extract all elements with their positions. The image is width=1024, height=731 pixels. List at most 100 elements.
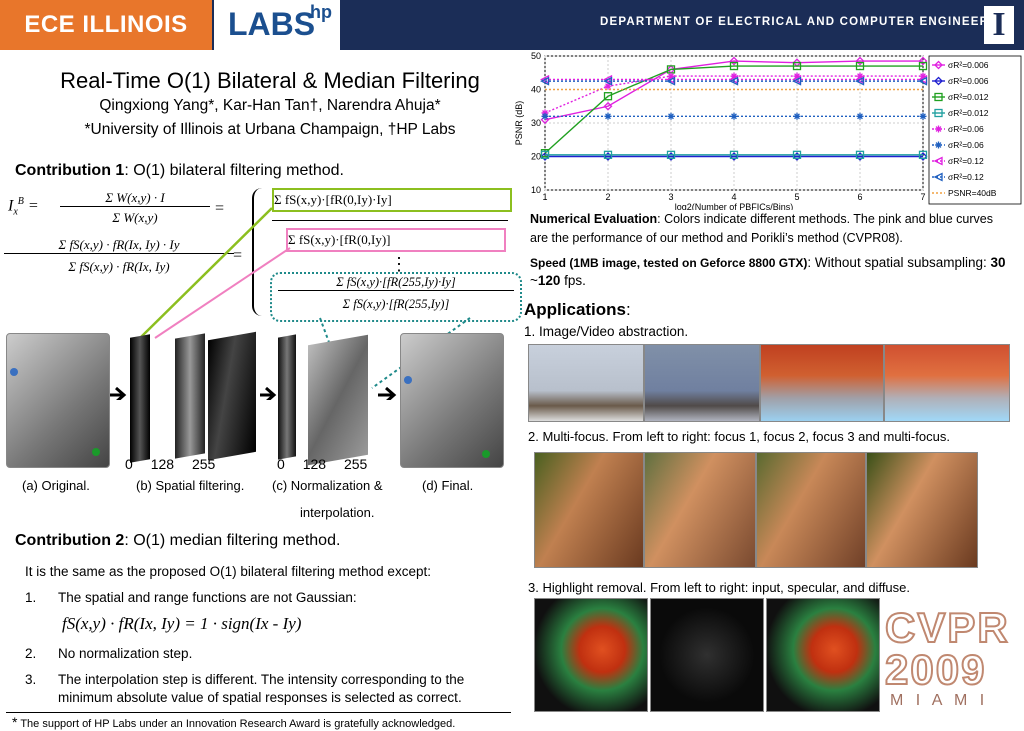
department-name: DEPARTMENT OF ELECTRICAL AND COMPUTER EN… [600,16,1014,28]
speed-max: 120 [537,273,561,288]
affiliation: *University of Illinois at Urbana Champa… [84,121,456,138]
numerical-evaluation-label: Numerical Evaluation [530,212,658,226]
teal-dotted-box [270,272,522,322]
data-point [855,61,865,71]
green-box-numerator: Σ fS(x,y)·[fR(0,Iy)·Iy] [272,188,512,212]
data-point [540,76,550,86]
c2-item-3-num: 3. [25,672,37,687]
data-point [667,72,675,80]
data-point [793,72,801,80]
tick-labels-1: 0 128 255 [125,456,216,472]
data-point [666,76,676,86]
x-tick-label: 3 [668,192,673,202]
x-tick-label: 5 [794,192,799,202]
y-tick-label: 30 [531,118,541,128]
multifocus-image-2 [644,452,756,568]
formula-eq1: = [214,200,225,217]
data-point [856,112,864,120]
speed-text: Speed (1MB image, tested on Geforce 8800… [530,254,1020,290]
data-point [730,112,738,120]
spatial-slice-3 [208,331,256,461]
legend-marker [933,172,943,182]
data-point [603,92,613,101]
data-point [856,72,864,80]
abstraction-image-3 [760,344,884,422]
x-tick-label: 4 [731,192,736,202]
series-line [544,60,923,121]
teal-box-denominator: Σ fS(x,y)·[fR(255,Iy)] [342,297,450,311]
formula-eq2: = [232,247,243,264]
legend-label: PSNR=40dB [948,188,997,198]
multifocus-image-1 [534,452,644,568]
hp-labs-logo: LABS hp [214,0,340,50]
footnote-text: The support of HP Labs under an Innovati… [20,718,456,730]
formula-brace [252,188,268,316]
data-point [603,101,613,111]
data-point [855,56,865,66]
cvpr-logo-line1: CVPR [884,603,1010,652]
green-marker-dot-final [482,450,490,458]
pink-box-denominator: Σ fS(x,y)·[fR(0,Iy)] [286,228,506,252]
blue-marker-dot [10,368,18,376]
caption-spatial: (b) Spatial filtering. [136,478,245,493]
arrow-3-icon [378,386,397,400]
speed-unit: fps. [560,273,586,288]
data-point [667,112,675,120]
pink-connector [154,247,291,339]
arrow-1-icon [108,386,127,400]
applications-heading: Applications: [524,300,631,320]
application-1: 1. Image/Video abstraction. [524,324,689,339]
contribution-2-heading: Contribution 2: O(1) median filtering me… [15,532,340,550]
legend-marker [934,76,943,86]
data-point [666,150,676,159]
applications-colon: : [626,300,631,319]
tick-labels-2: 0 128 255 [277,456,368,472]
legend-label: σR²=0.06 [948,124,984,134]
c2-item-3-text: The interpolation step is different. The… [58,672,465,687]
data-point [603,76,613,86]
contribution-2-label: Contribution 2 [15,532,125,549]
illinois-block-i-logo: I [984,6,1014,44]
data-point [792,76,802,86]
caption-original: (a) Original. [22,478,90,493]
legend-marker [934,60,943,70]
data-point [792,61,802,71]
y-tick-label: 40 [531,85,541,95]
abstraction-image-1 [528,344,644,422]
data-point [604,82,612,90]
formula-dots: ⋮ [390,254,408,274]
multifocus-image-3 [756,452,866,568]
c2-item-1-num: 1. [25,590,37,605]
contribution-1-text: : O(1) bilateral filtering method. [124,162,344,179]
contribution-1-label: Contribution 1 [15,162,125,179]
data-point [919,72,927,80]
x-axis-label: log2(Number of PBFICs/Bins) [675,202,794,210]
legend-marker [933,156,943,166]
speed-rest: : Without spatial subsampling: [807,255,991,270]
formula-num2: Σ fS(x,y) · fR(Ix, Iy) · Iy [4,237,234,254]
footnote: * The support of HP Labs under an Innova… [12,714,455,730]
abstraction-image-2 [644,344,760,422]
green-connector [139,207,273,339]
labs-word: LABS [228,6,316,42]
data-point [793,112,801,120]
series-line [544,65,923,154]
blue-marker-dot-final [404,376,412,384]
legend-label: σR²=0.12 [948,172,984,182]
y-axis-label: PSNR (dB) [514,101,524,146]
legend-label: σR²=0.006 [948,76,989,86]
data-point [855,150,865,159]
data-point [540,150,550,159]
data-point [730,72,738,80]
data-point [918,150,928,159]
legend-marker [934,108,943,118]
x-tick-label: 7 [920,192,925,202]
data-point [919,112,927,120]
data-point [729,61,739,71]
data-point [603,150,613,159]
c2-item-3-cont: minimum absolute value of spatial respon… [58,690,462,705]
green-marker-dot [92,448,100,456]
arrow-2-icon [260,386,277,400]
legend-label: σR²=0.006 [948,60,989,70]
normalized-slice-2 [308,334,368,466]
